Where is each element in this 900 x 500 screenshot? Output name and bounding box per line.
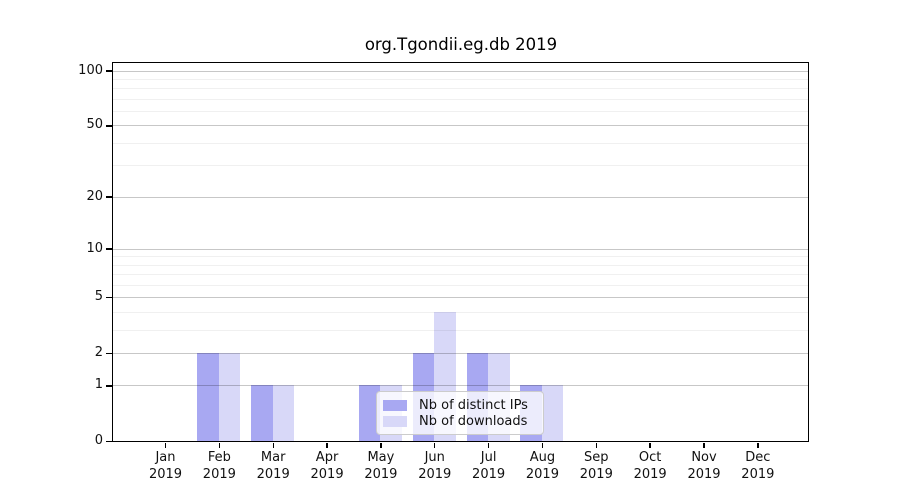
x-tick-mark-oct (649, 443, 651, 448)
legend-label-distinct-ips: Nb of distinct IPs (419, 397, 528, 413)
x-tick-mark-dec (757, 443, 759, 448)
y-tick-mark-10 (106, 248, 112, 250)
chart-title: org.Tgondii.eg.db 2019 (364, 35, 558, 54)
bar-mar-downloads (272, 385, 295, 441)
legend-label-downloads: Nb of downloads (419, 413, 528, 429)
gridlines-layer (113, 63, 808, 441)
x-tick-label-dec: Dec 2019 (741, 450, 775, 482)
gridline-minor-80 (113, 88, 808, 90)
gridline-major-10 (113, 248, 808, 250)
x-tick-mark-feb (218, 443, 221, 448)
legend-swatch-distinct-ips (383, 399, 407, 411)
gridline-major-5 (113, 297, 808, 299)
x-tick-label-jul: Jul 2019 (472, 450, 506, 482)
gridline-major-2 (113, 352, 808, 354)
x-tick-label-feb: Feb 2019 (202, 450, 236, 482)
gridline-major-1 (113, 385, 808, 387)
x-tick-label-oct: Oct 2019 (633, 450, 667, 482)
bar-aug-downloads (541, 385, 564, 441)
gridline-major-50 (113, 125, 808, 127)
gridline-minor-4 (113, 311, 808, 313)
x-tick-label-may: May 2019 (364, 450, 398, 482)
gridline-minor-40 (113, 142, 808, 144)
y-tick-mark-100 (106, 70, 112, 72)
y-tick-mark-1 (106, 385, 112, 387)
x-tick-mark-jan (164, 443, 167, 448)
x-tick-mark-apr (326, 443, 328, 448)
y-tick-label-10: 10 (86, 240, 103, 256)
gridline-major-100 (113, 70, 808, 72)
y-tick-label-100: 100 (78, 62, 103, 78)
x-tick-mark-nov (703, 443, 705, 448)
y-tick-mark-5 (106, 296, 112, 299)
x-tick-label-sep: Sep 2019 (579, 450, 613, 482)
gridline-minor-9 (113, 256, 808, 258)
x-tick-label-apr: Apr 2019 (310, 450, 344, 482)
gridline-minor-3 (113, 329, 808, 331)
y-tick-label-0: 0 (94, 433, 103, 448)
legend-swatch-downloads (383, 415, 407, 427)
legend-item-downloads: Nb of downloads (383, 413, 535, 429)
x-tick-label-mar: Mar 2019 (256, 450, 290, 482)
x-tick-label-nov: Nov 2019 (687, 450, 721, 482)
y-tick-label-5: 5 (94, 289, 103, 305)
bar-feb-distinct-ips (197, 352, 219, 441)
x-tick-label-jun: Jun 2019 (418, 450, 452, 482)
y-tick-mark-50 (106, 125, 112, 127)
x-tick-label-aug: Aug 2019 (525, 450, 559, 482)
y-tick-mark-0 (106, 440, 112, 443)
gridline-minor-6 (113, 284, 808, 286)
x-tick-mark-mar (272, 443, 274, 448)
x-tick-mark-jul (487, 443, 490, 448)
plot-area: Nb of distinct IPs Nb of downloads (112, 62, 809, 442)
x-tick-mark-may (380, 443, 382, 448)
y-tick-mark-20 (106, 196, 112, 198)
x-tick-mark-sep (595, 443, 597, 448)
gridline-minor-60 (113, 111, 808, 113)
x-tick-mark-aug (541, 443, 544, 448)
legend-item-distinct-ips: Nb of distinct IPs (383, 397, 535, 413)
legend: Nb of distinct IPs Nb of downloads (376, 391, 544, 435)
bar-feb-downloads (218, 352, 241, 441)
gridline-minor-8 (113, 264, 808, 266)
gridline-minor-90 (113, 78, 808, 80)
y-tick-label-20: 20 (86, 188, 103, 204)
y-tick-label-1: 1 (94, 377, 103, 393)
gridline-minor-7 (113, 274, 808, 276)
x-tick-mark-jun (434, 443, 436, 448)
gridline-minor-30 (113, 165, 808, 167)
bar-mar-distinct-ips (251, 385, 273, 441)
y-tick-label-50: 50 (86, 117, 103, 133)
y-tick-label-2: 2 (94, 344, 103, 360)
gridline-minor-70 (113, 98, 808, 100)
gridline-major-20 (113, 196, 808, 198)
x-tick-label-jan: Jan 2019 (148, 450, 183, 482)
y-tick-mark-2 (106, 352, 112, 354)
bar-may-distinct-ips (358, 385, 381, 441)
